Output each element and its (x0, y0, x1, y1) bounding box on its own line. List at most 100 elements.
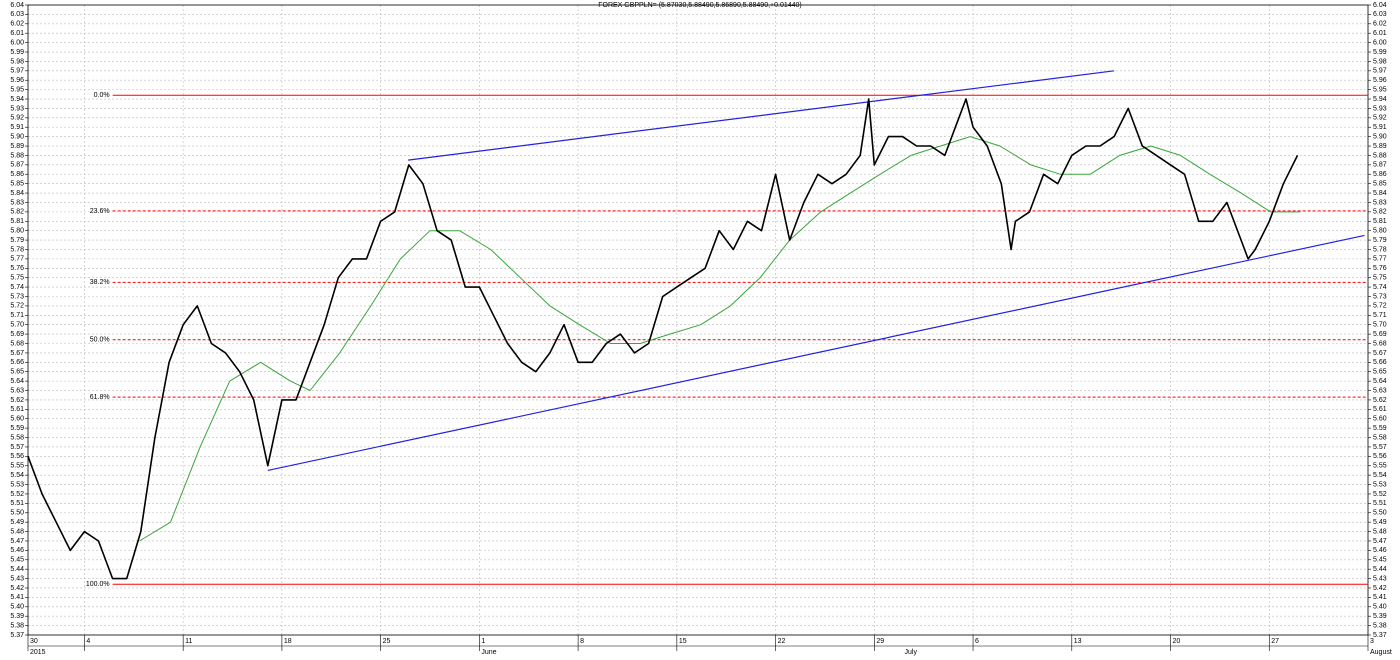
y2-tick-label: 5.63 (1373, 387, 1387, 394)
y-tick-label: 5.64 (10, 378, 24, 385)
fib-label: 0.0% (94, 92, 110, 99)
y-tick-label: 5.56 (10, 453, 24, 460)
x-tick-label: 18 (284, 638, 292, 645)
y-tick-label: 5.80 (10, 228, 24, 235)
y2-tick-label: 5.54 (1373, 472, 1387, 479)
y2-tick-label: 5.66 (1373, 359, 1387, 366)
y2-tick-label: 6.00 (1373, 39, 1387, 46)
y2-tick-label: 5.53 (1373, 481, 1387, 488)
y2-tick-label: 5.77 (1373, 256, 1387, 263)
x-tick-label: 1 (481, 638, 485, 645)
y2-tick-label: 5.82 (1373, 209, 1387, 216)
x-tick-label: 22 (778, 638, 786, 645)
y2-tick-label: 5.62 (1373, 397, 1387, 404)
y2-tick-label: 5.57 (1373, 444, 1387, 451)
y2-tick-label: 6.01 (1373, 30, 1387, 37)
y-tick-label: 5.66 (10, 359, 24, 366)
y-tick-label: 5.41 (10, 594, 24, 601)
y2-tick-label: 5.88 (1373, 152, 1387, 159)
y-tick-label: 5.75 (10, 275, 24, 282)
y-tick-label: 5.89 (10, 143, 24, 150)
fib-label: 61.8% (90, 394, 110, 401)
y-tick-label: 5.53 (10, 481, 24, 488)
y2-tick-label: 5.73 (1373, 293, 1387, 300)
y-tick-label: 5.82 (10, 209, 24, 216)
x-tick-label: 27 (1271, 638, 1279, 645)
y-tick-label: 5.72 (10, 303, 24, 310)
y-tick-label: 6.00 (10, 39, 24, 46)
y2-tick-label: 5.38 (1373, 622, 1387, 629)
y-tick-label: 5.65 (10, 369, 24, 376)
x-tick-label: 4 (86, 638, 90, 645)
x-tick-label: 25 (383, 638, 391, 645)
y2-tick-label: 5.49 (1373, 519, 1387, 526)
y-tick-label: 5.46 (10, 547, 24, 554)
y-tick-label: 5.44 (10, 566, 24, 573)
y-tick-label: 5.73 (10, 293, 24, 300)
y2-tick-label: 5.74 (1373, 284, 1387, 291)
y-tick-label: 5.79 (10, 237, 24, 244)
x-tick-label: 6 (975, 638, 979, 645)
y-tick-label: 5.98 (10, 58, 24, 65)
y-tick-label: 5.76 (10, 265, 24, 272)
y2-tick-label: 5.80 (1373, 228, 1387, 235)
y-tick-label: 5.92 (10, 115, 24, 122)
y2-tick-label: 5.92 (1373, 115, 1387, 122)
y-tick-label: 5.83 (10, 199, 24, 206)
y-tick-label: 5.37 (10, 632, 24, 639)
y-tick-label: 5.90 (10, 133, 24, 140)
period-label: June (481, 649, 496, 656)
y-tick-label: 5.51 (10, 500, 24, 507)
fib-label: 100.0% (86, 581, 110, 588)
y2-tick-label: 5.90 (1373, 133, 1387, 140)
y2-tick-label: 5.97 (1373, 68, 1387, 75)
y-tick-label: 5.97 (10, 68, 24, 75)
y-tick-label: 5.68 (10, 340, 24, 347)
x-tick-label: 29 (876, 638, 884, 645)
y-tick-label: 5.59 (10, 425, 24, 432)
y2-tick-label: 5.75 (1373, 275, 1387, 282)
y2-tick-label: 5.39 (1373, 613, 1387, 620)
y-tick-label: 5.40 (10, 604, 24, 611)
y-tick-label: 5.94 (10, 96, 24, 103)
y-tick-label: 5.62 (10, 397, 24, 404)
y2-tick-label: 5.79 (1373, 237, 1387, 244)
y2-tick-label: 5.42 (1373, 585, 1387, 592)
y-tick-label: 5.49 (10, 519, 24, 526)
y2-tick-label: 5.61 (1373, 406, 1387, 413)
y2-tick-label: 5.41 (1373, 594, 1387, 601)
trendline (267, 234, 1365, 471)
y2-tick-label: 5.60 (1373, 416, 1387, 423)
y-tick-label: 5.54 (10, 472, 24, 479)
y2-tick-label: 5.51 (1373, 500, 1387, 507)
y-tick-label: 5.78 (10, 246, 24, 253)
y2-tick-label: 5.40 (1373, 604, 1387, 611)
period-label: August (1370, 649, 1392, 656)
y-tick-label: 5.93 (10, 105, 24, 112)
y-tick-label: 5.47 (10, 538, 24, 545)
y-tick-label: 5.91 (10, 124, 24, 131)
y2-tick-label: 5.48 (1373, 528, 1387, 535)
fib-label: 23.6% (90, 208, 110, 215)
y2-tick-label: 5.59 (1373, 425, 1387, 432)
y2-tick-label: 5.78 (1373, 246, 1387, 253)
y-tick-label: 5.55 (10, 463, 24, 470)
y-tick-label: 5.50 (10, 510, 24, 517)
y2-tick-label: 5.71 (1373, 312, 1387, 319)
x-tick-label: 8 (580, 638, 584, 645)
y2-tick-label: 5.95 (1373, 86, 1387, 93)
y2-tick-label: 5.84 (1373, 190, 1387, 197)
y2-tick-label: 5.89 (1373, 143, 1387, 150)
y-tick-label: 5.85 (10, 181, 24, 188)
y-tick-label: 5.69 (10, 331, 24, 338)
y2-tick-label: 5.87 (1373, 162, 1387, 169)
y-tick-label: 5.81 (10, 218, 24, 225)
x-tick-label: 13 (1074, 638, 1082, 645)
y2-tick-label: 5.64 (1373, 378, 1387, 385)
y2-tick-label: 6.03 (1373, 11, 1387, 18)
y-tick-label: 5.96 (10, 77, 24, 84)
y-tick-label: 5.70 (10, 322, 24, 329)
y-tick-label: 5.39 (10, 613, 24, 620)
y2-tick-label: 5.52 (1373, 491, 1387, 498)
fib-label: 38.2% (90, 279, 110, 286)
